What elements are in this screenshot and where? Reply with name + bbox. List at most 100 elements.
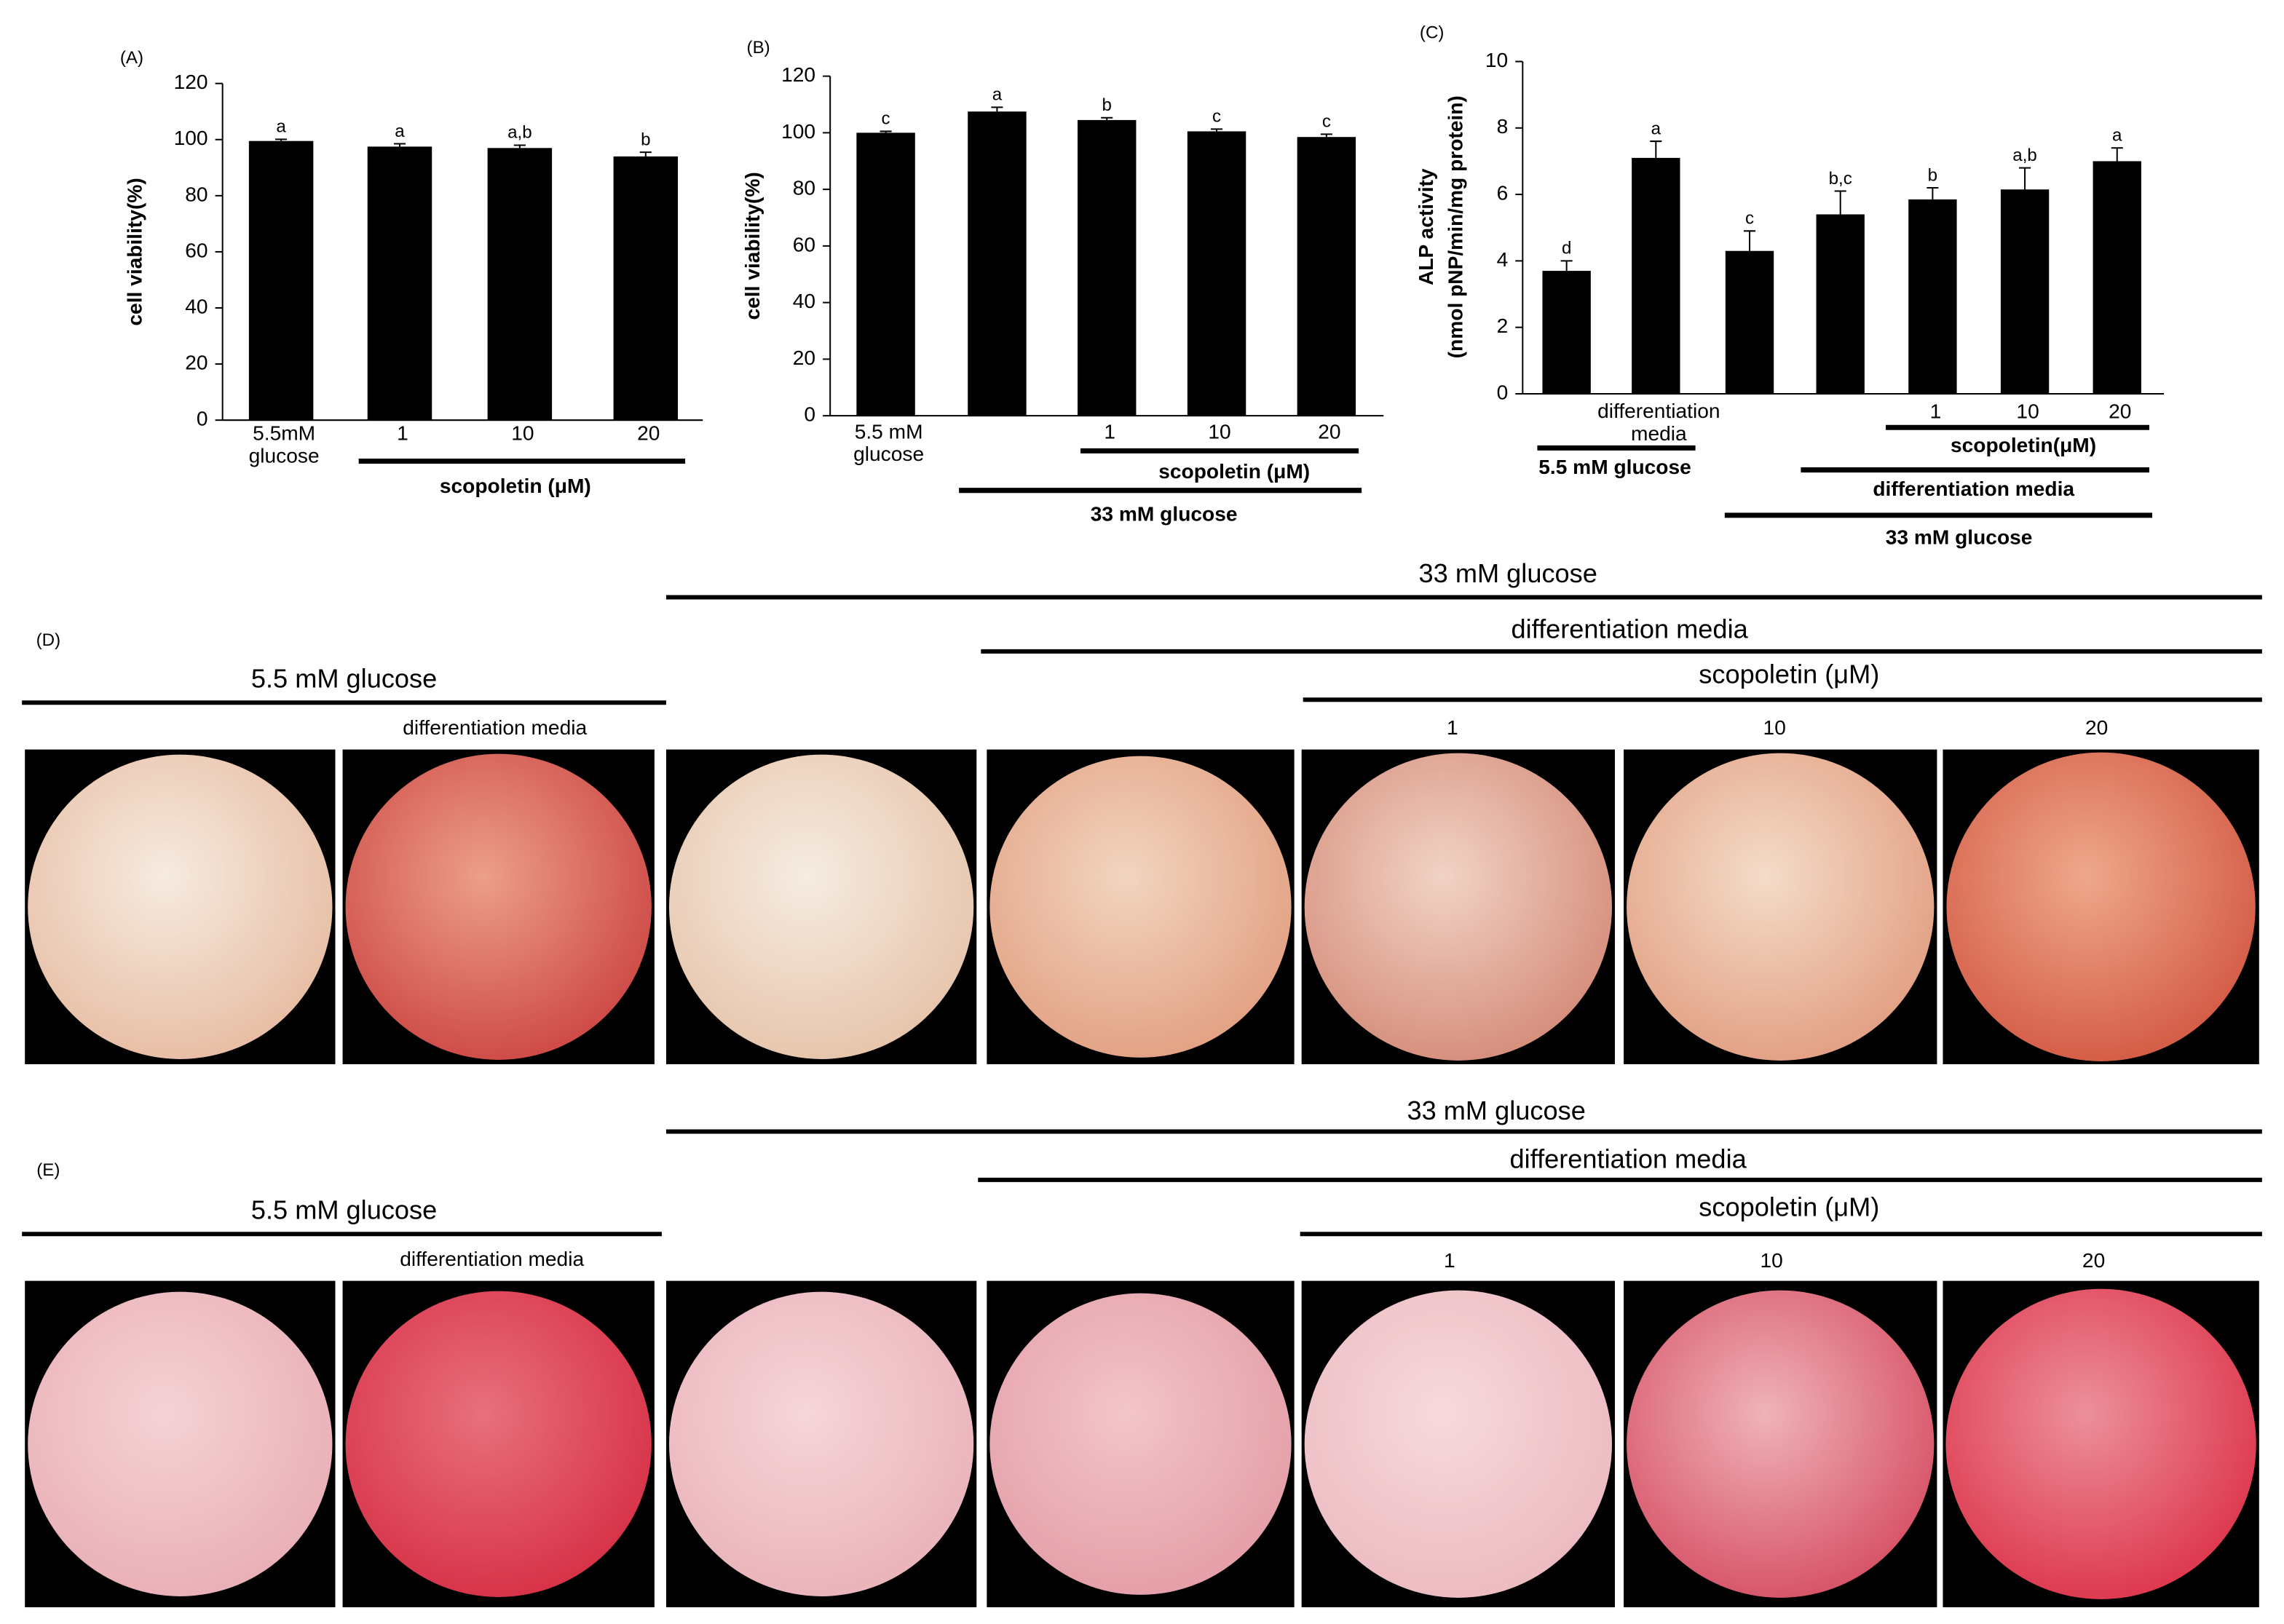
panel-label: (B) <box>747 38 770 58</box>
stained-well <box>668 754 974 1059</box>
x-tick-label: 1 <box>397 422 408 445</box>
column-label: 20 <box>2085 716 2108 739</box>
significance-letter: a <box>2112 125 2122 145</box>
condition-header: 5.5 mM glucose <box>251 664 437 694</box>
x-tick-label: 20 <box>1318 421 1340 443</box>
significance-letter: c <box>1212 107 1221 127</box>
bar <box>856 132 915 416</box>
column-label: 1 <box>1447 716 1458 739</box>
bar <box>1542 271 1591 394</box>
bar <box>1632 157 1680 394</box>
y-tick-label: 10 <box>1485 49 1508 71</box>
bar <box>613 156 679 421</box>
stained-well <box>989 1293 1292 1595</box>
column-label: 1 <box>1444 1249 1455 1272</box>
column-label: 10 <box>1763 716 1786 739</box>
bar <box>2000 189 2050 394</box>
y-axis-label: cell viability(%) <box>123 178 146 325</box>
y-tick-label: 0 <box>804 403 815 426</box>
y-tick-label: 8 <box>1497 115 1509 138</box>
y-tick-label: 80 <box>793 177 815 199</box>
stained-well <box>345 1291 652 1597</box>
bar <box>1297 137 1356 416</box>
stained-well <box>668 1291 974 1596</box>
bar <box>1187 131 1246 416</box>
group-label: scopoletin(μM) <box>1951 434 2096 456</box>
y-tick-label: 60 <box>793 233 815 256</box>
significance-letter: a <box>395 122 405 141</box>
significance-letter: c <box>1322 112 1331 132</box>
y-tick-label: 0 <box>197 408 208 430</box>
significance-letter: b <box>1102 95 1112 115</box>
condition-header: differentiation media <box>1510 1144 1747 1173</box>
significance-letter: c <box>1745 209 1754 229</box>
y-axis-label: ALP activity <box>1415 168 1437 285</box>
y-tick-label: 100 <box>174 127 208 149</box>
significance-letter: d <box>1562 239 1571 258</box>
y-tick-label: 20 <box>185 352 208 374</box>
x-tick-label: 20 <box>637 422 660 445</box>
condition-header: differentiation media <box>1512 614 1749 643</box>
bar <box>1816 214 1865 394</box>
x-tick-label: 10 <box>2016 400 2039 423</box>
stained-well <box>345 753 652 1060</box>
x-tick-label: 20 <box>2109 400 2131 423</box>
x-tick-label: 10 <box>1208 421 1230 443</box>
significance-letter: a <box>1651 119 1661 138</box>
stained-well <box>28 754 333 1059</box>
x-tick-label: 5.5mM glucose <box>249 422 320 467</box>
group-label: differentiation media <box>1873 478 2074 500</box>
x-tick-label: 1 <box>1104 421 1115 443</box>
significance-letter: a <box>276 117 286 137</box>
significance-letter: a,b <box>507 123 532 143</box>
y-axis-label: cell viability(%) <box>741 172 764 320</box>
group-label: scopoletin (μM) <box>1158 460 1310 483</box>
panel-label: (D) <box>36 630 61 650</box>
significance-letter: b <box>1928 165 1937 185</box>
y-tick-label: 120 <box>781 63 815 86</box>
significance-letter: a <box>992 85 1003 105</box>
group-label: 5.5 mM glucose <box>1538 456 1691 478</box>
x-tick-label: 1 <box>1930 400 1942 423</box>
panel-label: (C) <box>1420 23 1445 43</box>
panel-label: (A) <box>120 48 143 68</box>
bar <box>1725 250 1774 394</box>
stained-well <box>1945 1288 2256 1599</box>
stained-well <box>1627 753 1935 1061</box>
group-label: 33 mM glucose <box>1091 502 1238 525</box>
y-tick-label: 80 <box>185 183 208 205</box>
bar <box>248 140 314 421</box>
column-label: differentiation media <box>400 1248 584 1270</box>
stained-well <box>28 1291 333 1596</box>
stained-well <box>1304 753 1612 1061</box>
significance-letter: a,b <box>2012 146 2037 165</box>
y-tick-label: 6 <box>1497 182 1509 205</box>
bar <box>487 148 553 421</box>
column-label: differentiation media <box>403 716 587 739</box>
bar <box>968 111 1027 416</box>
bar <box>367 146 432 421</box>
x-tick-label: differentiation media <box>1597 400 1720 445</box>
stained-well <box>1304 1290 1612 1598</box>
stained-well <box>989 756 1292 1058</box>
significance-letter: b <box>641 130 650 149</box>
group-label: 33 mM glucose <box>1886 526 2033 549</box>
y-tick-label: 120 <box>174 71 208 93</box>
column-label: 10 <box>1761 1249 1783 1272</box>
condition-header: 33 mM glucose <box>1407 1096 1585 1125</box>
significance-letter: c <box>882 109 890 129</box>
condition-header: 33 mM glucose <box>1419 558 1597 588</box>
y-tick-label: 100 <box>781 120 815 143</box>
significance-letter: b,c <box>1829 169 1852 189</box>
condition-header: 5.5 mM glucose <box>251 1195 437 1225</box>
y-tick-label: 4 <box>1497 248 1509 271</box>
column-label: 20 <box>2082 1249 2105 1272</box>
panel-label: (E) <box>36 1160 60 1180</box>
stained-well <box>1946 752 2256 1061</box>
y-tick-label: 2 <box>1497 314 1509 337</box>
y-tick-label: 40 <box>185 295 208 317</box>
condition-header: scopoletin (μM) <box>1699 1192 1879 1222</box>
y-tick-label: 40 <box>793 290 815 312</box>
